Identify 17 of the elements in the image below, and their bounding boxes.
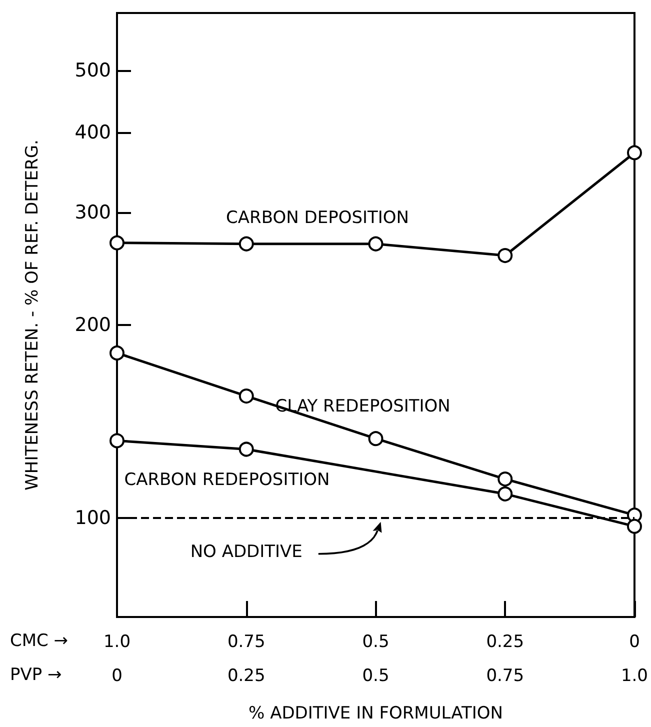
x-tick-label: 1.0 0 [103,632,131,686]
x-tick-label: 0.25 0.75 [486,632,524,686]
x-tick-label: 0 1.0 [620,632,648,686]
x-tick-label: 0.5 0.5 [362,632,390,686]
y-tick-label: 100 [74,506,111,529]
ref-line-label: NO ADDITIVE [190,542,302,562]
y-tick-label: 200 [74,314,111,336]
y-tick-label: 500 [74,60,111,82]
series-label: CARBON DEPOSITION [226,208,409,228]
y-tick-label: 300 [74,202,111,224]
x-axis-title: % ADDITIVE IN FORMULATION [248,704,503,724]
y-axis-title: WHITENESS RETEN. - % OF REF. DETERG. [22,140,42,490]
text: PVP → [10,665,62,685]
x-tick-label: 0.75 0.25 [227,632,266,686]
y-tick-label: 400 [74,122,111,144]
series-label: CARBON REDEPOSITION [124,470,330,490]
text: CMC → [10,631,68,651]
